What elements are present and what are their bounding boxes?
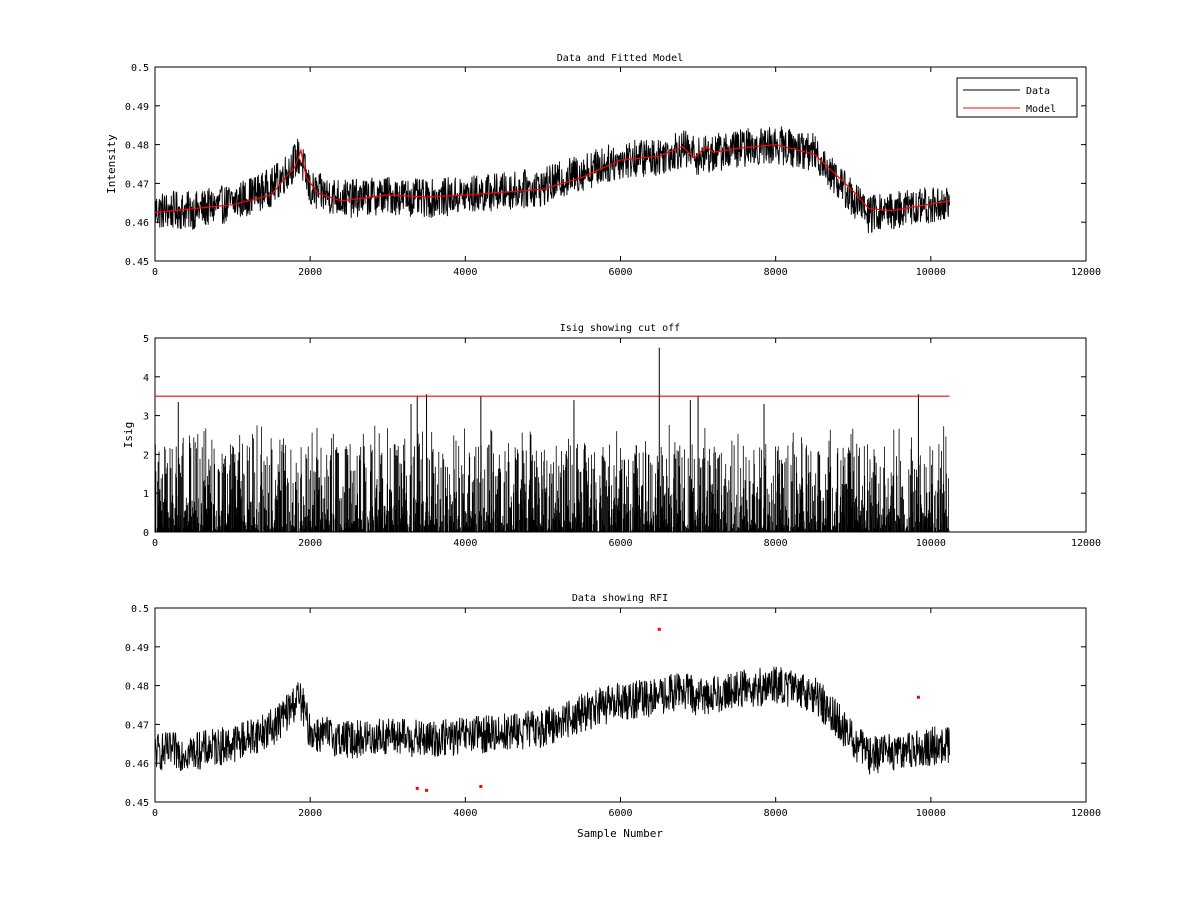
x-tick-label: 0 [152,538,158,549]
y-tick-label: 0.5 [131,63,149,74]
y-axis-label: Isig [122,422,135,449]
rfi-point [425,788,429,792]
legend-label-model: Model [1026,104,1056,115]
ticks-layer: 0 2000 4000 6000 8000 10000 12000 0 1 2 3 4 5 [143,334,1101,549]
series-layer [154,347,950,532]
y-tick-label: 4 [143,373,149,384]
y-tick-label: 0.49 [125,643,149,654]
chart-title: Data showing RFI [572,593,668,604]
x-tick-label: 10000 [916,267,946,278]
series-layer [154,126,950,234]
y-tick-label: 3 [143,412,149,423]
chart-isig-showing-cut-off: Isig showing cut off Isig 0 2000 4000 6000 8… [122,323,1101,549]
x-tick-label: 0 [152,267,158,278]
y-tick-label: 0.45 [125,798,149,809]
series-model-line [154,143,950,214]
x-tick-label: 6000 [608,538,632,549]
x-tick-label: 0 [152,808,158,819]
chart-data-and-fitted-model: Data and Fitted Model Intensity 0 2000 400… [105,53,1101,278]
y-tick-label: 0.47 [125,720,149,731]
x-tick-label: 2000 [298,538,322,549]
series-layer [154,627,950,792]
series-data-line [154,666,950,775]
x-tick-label: 4000 [453,267,477,278]
series-data-line [154,126,950,234]
x-tick-label: 8000 [764,267,788,278]
y-tick-label: 2 [143,450,149,461]
rfi-point [479,784,483,788]
y-tick-label: 0.45 [125,257,149,268]
y-tick-label: 0.47 [125,179,149,190]
y-tick-label: 0.46 [125,759,149,770]
rfi-point [916,695,920,699]
ticks-layer: 0 2000 4000 6000 8000 10000 12000 0.45 0.46 0.47 0… [125,604,1101,819]
y-tick-label: 0.48 [125,141,149,152]
x-tick-label: 8000 [764,538,788,549]
x-tick-label: 10000 [916,808,946,819]
y-tick-label: 1 [143,489,149,500]
x-tick-label: 6000 [608,267,632,278]
x-tick-label: 4000 [453,538,477,549]
legend-label-data: Data [1026,86,1050,97]
y-tick-label: 0.46 [125,218,149,229]
y-tick-label: 0.48 [125,682,149,693]
x-tick-label: 6000 [608,808,632,819]
legend-box [956,77,1078,118]
x-tick-label: 4000 [453,808,477,819]
chart-title: Data and Fitted Model [557,53,683,64]
y-tick-label: 0.49 [125,102,149,113]
chart-title: Isig showing cut off [560,323,680,334]
y-tick-label: 5 [143,334,149,345]
x-tick-label: 2000 [298,808,322,819]
y-axis-label: Intensity [105,134,118,194]
x-axis-label: Sample Number [577,827,663,840]
y-tick-label: 0.5 [131,604,149,615]
chart-data-showing-rfi: Data showing RFI Sample Number 0 2000 4000… [125,593,1101,840]
x-tick-label: 12000 [1071,808,1101,819]
series-isig-spikes [154,425,950,532]
x-tick-label: 2000 [298,267,322,278]
rfi-point [415,786,419,790]
y-tick-label: 0 [143,528,149,539]
x-tick-label: 12000 [1071,538,1101,549]
x-tick-label: 10000 [916,538,946,549]
x-tick-label: 12000 [1071,267,1101,278]
legend: Data Model [956,77,1078,118]
ticks-layer: 0 2000 4000 6000 8000 10000 12000 0.45 0.46 0.47 0… [125,63,1101,278]
x-tick-label: 8000 [764,808,788,819]
rfi-point [657,627,661,631]
